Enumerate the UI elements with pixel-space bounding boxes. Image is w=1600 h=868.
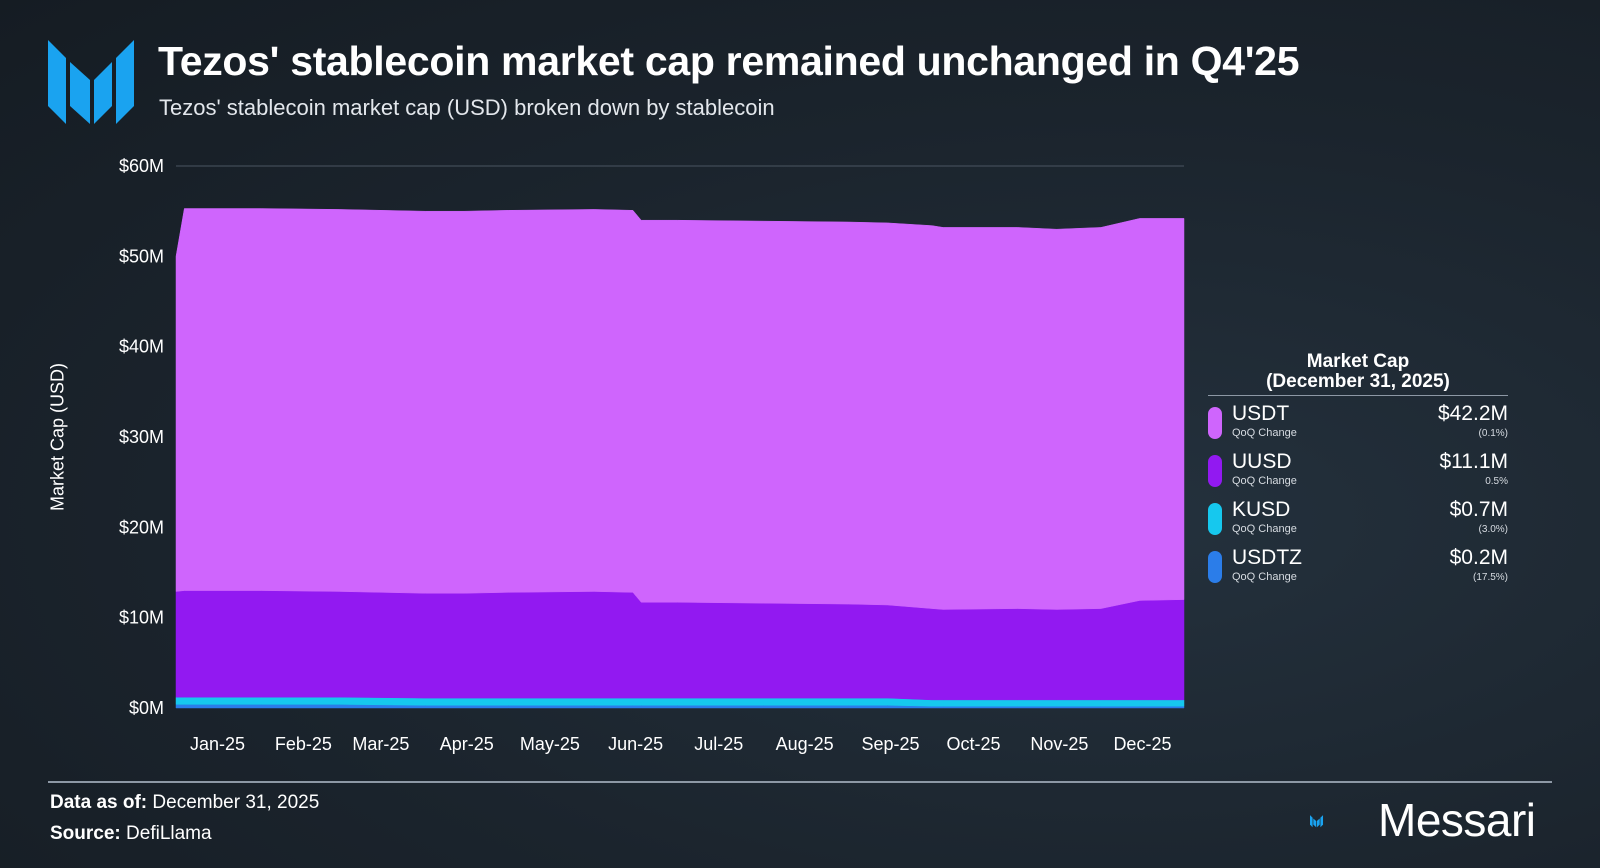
x-tick-label: Nov-25 [1030,734,1088,754]
source-value: DefiLlama [126,823,212,844]
legend-item-value: $0.2M [1449,546,1508,569]
y-tick-label: $10M [119,608,164,628]
legend-item-sublabel: QoQ Change [1232,427,1297,439]
legend-item-name: UUSD [1232,450,1292,473]
legend-item-change: (0.1%) [1478,428,1508,439]
legend-item-uusd: UUSD QoQ Change $11.1M 0.5% [1208,444,1508,492]
x-tick-label: Jun-25 [608,734,663,754]
x-tick-label: Oct-25 [947,734,1001,754]
source: Source: DefiLlama [50,823,212,845]
legend-item-change: (3.0%) [1478,524,1508,535]
y-tick-label: $0M [129,698,164,718]
chart-title: Tezos' stablecoin market cap remained un… [158,38,1300,84]
footer-divider [48,781,1552,783]
messari-logo-icon [48,40,134,124]
legend-item-name: USDTZ [1232,546,1302,569]
messari-brand-logo-icon [1310,815,1324,828]
legend-item-kusd: KUSD QoQ Change $0.7M (3.0%) [1208,492,1508,540]
x-tick-label: May-25 [520,734,580,754]
data-as-of: Data as of: December 31, 2025 [50,792,319,814]
legend-swatch [1208,407,1222,439]
legend-item-change: 0.5% [1485,476,1508,487]
legend-item-usdt: USDT QoQ Change $42.2M (0.1%) [1208,396,1508,444]
x-tick-label: Sep-25 [861,734,919,754]
legend-swatch [1208,503,1222,535]
legend-item-value: $0.7M [1449,498,1508,521]
legend-item-name: KUSD [1232,498,1291,521]
legend-item-sublabel: QoQ Change [1232,475,1297,487]
x-tick-label: Aug-25 [776,734,834,754]
y-tick-label: $60M [119,156,164,176]
legend-item-sublabel: QoQ Change [1232,571,1297,583]
legend-item-value: $42.2M [1437,402,1508,425]
legend-header-date: (December 31, 2025) [1266,371,1450,392]
source-label: Source: [50,823,121,844]
x-tick-label: Jul-25 [694,734,743,754]
y-tick-label: $40M [119,337,164,357]
legend-swatch [1208,551,1222,583]
chart-subtitle: Tezos' stablecoin market cap (USD) broke… [159,95,775,120]
x-tick-label: Apr-25 [440,734,494,754]
legend-header: Market Cap (December 31, 2025) [1208,352,1508,396]
x-tick-label: Dec-25 [1113,734,1171,754]
y-tick-label: $20M [119,517,164,537]
legend-item-name: USDT [1232,402,1290,425]
legend-item-usdtz: USDTZ QoQ Change $0.2M (17.5%) [1208,540,1508,588]
legend-swatch [1208,455,1222,487]
area-usdt [175,208,1185,610]
y-tick-label: $30M [119,427,164,447]
x-tick-label: Feb-25 [275,734,332,754]
x-tick-label: Jan-25 [190,734,245,754]
brand-name: Messari [1378,794,1536,846]
legend: Market Cap (December 31, 2025) USDT QoQ … [1208,352,1508,588]
y-tick-label: $50M [119,246,164,266]
legend-item-sublabel: QoQ Change [1232,523,1297,535]
legend-item-value: $11.1M [1439,450,1509,473]
legend-header-title: Market Cap [1306,351,1410,372]
x-tick-label: Mar-25 [352,734,409,754]
legend-item-change: (17.5%) [1472,572,1508,583]
data-as-of-label: Data as of: [50,792,148,813]
data-as-of-value: December 31, 2025 [152,792,320,813]
